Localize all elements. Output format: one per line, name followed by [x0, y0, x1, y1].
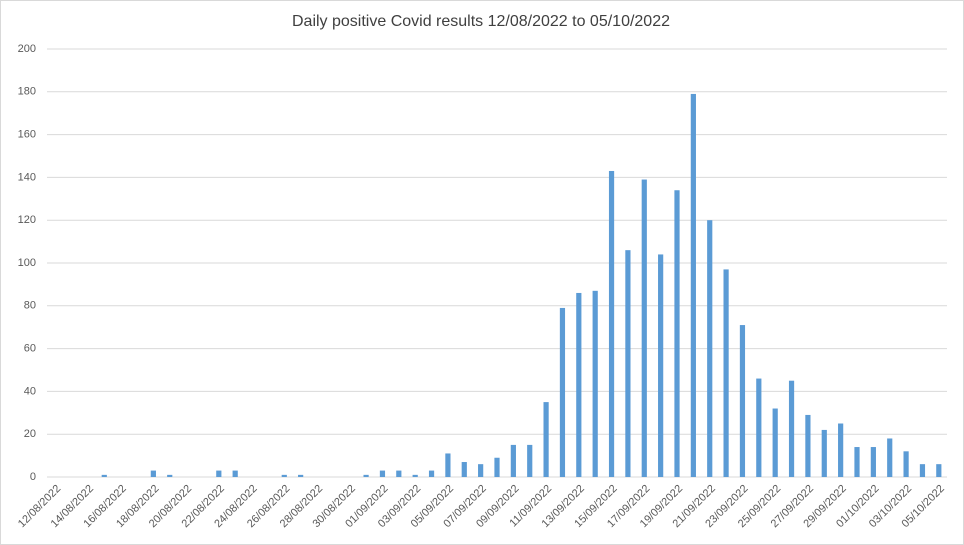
y-tick-label: 100 [18, 257, 36, 269]
bar [445, 453, 451, 477]
y-tick-label: 80 [24, 300, 36, 312]
y-tick-label: 0 [30, 471, 36, 483]
bar [167, 474, 173, 477]
bar [461, 462, 467, 477]
bar [494, 457, 500, 477]
bar [412, 474, 418, 477]
bar [559, 307, 566, 477]
bar [658, 254, 664, 477]
y-tick-label: 60 [24, 343, 36, 355]
bar [707, 220, 713, 477]
bar [379, 470, 386, 477]
bar [641, 179, 647, 478]
bar [870, 447, 876, 477]
bar [739, 325, 746, 477]
bar [527, 444, 533, 477]
bar [101, 474, 107, 477]
chart-title: Daily positive Covid results 12/08/2022 … [292, 13, 670, 30]
bar [608, 170, 615, 478]
bar [919, 464, 926, 477]
bar [592, 290, 598, 477]
bar [690, 93, 696, 477]
bar [674, 190, 680, 478]
bar [854, 447, 860, 477]
y-tick-label: 200 [18, 43, 36, 55]
bar [216, 470, 222, 477]
bar [772, 408, 778, 477]
y-tick-label: 160 [18, 129, 36, 141]
bar [788, 380, 795, 477]
bar [428, 470, 435, 477]
bar [232, 470, 238, 477]
bar [821, 429, 827, 477]
bar [805, 414, 811, 477]
y-tick-label: 40 [24, 385, 36, 397]
y-tick-label: 120 [18, 214, 36, 226]
bar [625, 250, 631, 477]
bar [281, 474, 287, 477]
bar [396, 470, 402, 477]
bar [838, 423, 844, 477]
y-tick-label: 140 [18, 171, 36, 183]
bar [576, 292, 582, 477]
y-tick-label: 20 [24, 428, 36, 440]
bar [887, 438, 893, 477]
y-tick-label: 180 [18, 86, 36, 98]
bar [478, 464, 484, 477]
bar [298, 474, 304, 477]
bar [903, 451, 909, 477]
bar [363, 474, 369, 477]
bar [543, 402, 549, 477]
bar [510, 444, 516, 477]
bar [936, 464, 942, 477]
bar [723, 269, 729, 477]
bar [756, 378, 762, 477]
bar [150, 470, 156, 477]
